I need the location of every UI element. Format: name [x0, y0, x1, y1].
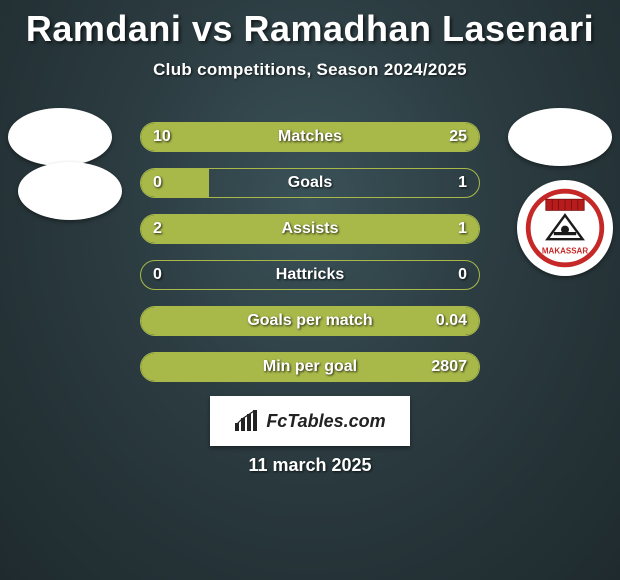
brand-badge: FcTables.com [210, 396, 410, 446]
stat-value-left: 0 [153, 174, 162, 192]
stat-bar-goals-per-match: Goals per match 0.04 [140, 306, 480, 336]
page-subtitle: Club competitions, Season 2024/2025 [0, 60, 620, 80]
brand-text: FcTables.com [266, 411, 385, 432]
club-badge: MAKASSAR [517, 180, 613, 276]
player-right-avatar [508, 108, 612, 166]
stat-label: Assists [282, 220, 339, 238]
page-date: 11 march 2025 [248, 455, 371, 476]
stat-value-right: 2807 [431, 358, 467, 376]
stat-value-right: 25 [449, 128, 467, 146]
club-badge-icon: MAKASSAR [525, 188, 605, 268]
stat-label: Matches [278, 128, 342, 146]
stat-value-left: 2 [153, 220, 162, 238]
svg-text:MAKASSAR: MAKASSAR [542, 247, 588, 256]
stat-fill-right [238, 123, 479, 151]
stat-bar-hattricks: 0 Hattricks 0 [140, 260, 480, 290]
stat-bar-min-per-goal: Min per goal 2807 [140, 352, 480, 382]
stat-value-right: 1 [458, 220, 467, 238]
stat-bar-matches: 10 Matches 25 [140, 122, 480, 152]
stat-label: Min per goal [263, 358, 357, 376]
stat-fill-left [141, 169, 209, 197]
stat-bar-goals: 0 Goals 1 [140, 168, 480, 198]
stat-value-right: 0 [458, 266, 467, 284]
brand-chart-icon [234, 410, 260, 432]
stat-value-right: 0.04 [436, 312, 467, 330]
stat-label: Goals [288, 174, 332, 192]
player-left-avatar-2 [18, 162, 122, 220]
page-title: Ramdani vs Ramadhan Lasenari [0, 0, 620, 50]
player-left-avatar-1 [8, 108, 112, 166]
stat-value-left: 0 [153, 266, 162, 284]
stats-bars: 10 Matches 25 0 Goals 1 2 Assists 1 0 Ha… [140, 122, 480, 398]
stat-label: Goals per match [247, 312, 372, 330]
stat-value-right: 1 [458, 174, 467, 192]
stat-value-left: 10 [153, 128, 171, 146]
stat-bar-assists: 2 Assists 1 [140, 214, 480, 244]
stat-label: Hattricks [276, 266, 344, 284]
